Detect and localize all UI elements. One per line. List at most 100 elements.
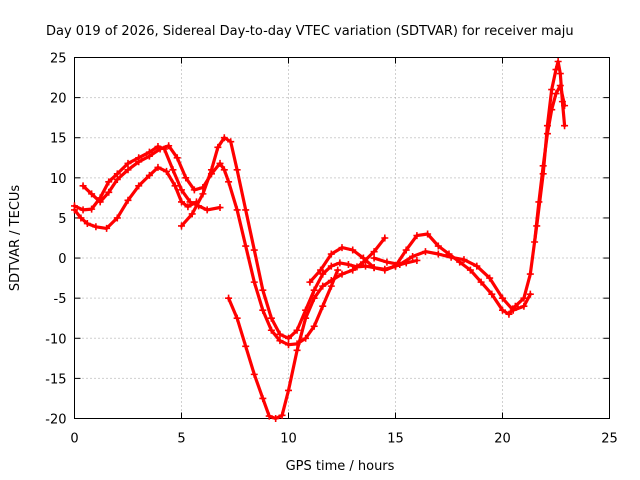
data-point <box>319 302 327 310</box>
series-track-6 <box>306 58 569 318</box>
data-point <box>267 314 275 322</box>
data-point <box>370 248 378 256</box>
data-point <box>434 242 442 250</box>
data-point <box>165 142 173 150</box>
y-tick-label: 5 <box>58 212 66 227</box>
data-point <box>319 270 327 278</box>
data-point <box>293 326 301 334</box>
data-point <box>124 166 132 174</box>
axis-ticks: 0 5 10 15 20 25 -20 -15 -10 -5 0 5 10 15 20 25 <box>45 52 618 447</box>
x-tick-label: 5 <box>177 432 185 447</box>
data-point <box>156 145 164 153</box>
y-tick-label: 15 <box>50 132 67 147</box>
data-point <box>242 342 250 350</box>
data-point <box>207 166 215 174</box>
series-group <box>71 58 569 422</box>
data-point <box>552 90 560 98</box>
data-point <box>509 306 517 314</box>
data-point <box>105 188 113 196</box>
data-point <box>276 337 284 345</box>
y-tick-label: -5 <box>54 292 67 307</box>
data-point <box>272 415 280 422</box>
data-point <box>477 278 485 286</box>
data-point <box>344 260 352 268</box>
data-point <box>203 206 211 214</box>
y-axis-label: SDTVAR / TECUs <box>8 185 23 292</box>
data-point <box>83 220 91 228</box>
x-axis-label: GPS time / hours <box>286 459 395 474</box>
data-point <box>188 210 196 218</box>
data-point <box>302 334 310 342</box>
data-point <box>184 203 192 211</box>
data-point <box>173 154 181 162</box>
data-point <box>349 266 357 274</box>
data-point <box>409 252 417 260</box>
data-point <box>267 326 275 334</box>
data-point <box>561 102 569 110</box>
y-tick-label: -15 <box>45 372 66 387</box>
data-point <box>413 256 421 264</box>
data-point <box>276 330 284 338</box>
data-point <box>434 250 442 258</box>
plot-frame <box>74 57 610 419</box>
data-point <box>554 58 562 66</box>
data-point <box>552 66 560 74</box>
data-point <box>370 254 378 262</box>
data-point <box>381 266 389 274</box>
data-point <box>88 205 96 213</box>
data-point <box>561 122 569 130</box>
data-point <box>225 178 233 186</box>
x-tick-label: 10 <box>280 432 297 447</box>
data-point <box>285 334 292 342</box>
chart-title: Day 019 of 2026, Sidereal Day-to-day VTE… <box>46 24 574 39</box>
data-point <box>548 86 556 94</box>
data-point <box>473 262 481 270</box>
data-point <box>327 277 335 285</box>
data-point <box>227 138 235 146</box>
data-point <box>154 163 162 171</box>
data-point <box>424 230 432 238</box>
data-point <box>233 206 241 214</box>
data-point <box>338 244 346 252</box>
data-point <box>79 182 87 190</box>
data-point <box>145 171 153 179</box>
data-point <box>310 322 318 330</box>
data-point <box>145 152 153 160</box>
series-line <box>372 250 532 312</box>
data-point <box>259 306 267 314</box>
data-point <box>488 290 496 298</box>
data-point <box>186 198 194 206</box>
data-point <box>214 143 222 151</box>
data-point <box>413 232 421 240</box>
data-point <box>113 214 121 222</box>
series-track-3 <box>79 142 342 349</box>
data-point <box>135 158 143 166</box>
data-point <box>96 198 104 206</box>
data-point <box>319 282 327 290</box>
data-point <box>402 246 410 254</box>
data-point <box>310 286 318 294</box>
y-tick-label: -10 <box>45 332 66 347</box>
data-point <box>505 310 513 318</box>
data-point <box>220 166 228 174</box>
data-point <box>421 248 429 256</box>
data-point <box>447 253 455 261</box>
data-point <box>520 302 528 310</box>
data-point <box>327 262 335 270</box>
data-point <box>526 290 534 298</box>
data-point <box>306 278 314 286</box>
y-tick-label: 10 <box>50 172 67 187</box>
data-point <box>381 234 389 242</box>
data-point <box>486 274 494 282</box>
data-point <box>105 178 113 186</box>
data-point <box>310 294 318 302</box>
data-point <box>520 294 528 302</box>
data-point <box>349 246 357 254</box>
data-point <box>466 266 474 274</box>
data-point <box>265 412 273 420</box>
gridlines <box>74 57 610 419</box>
data-point <box>77 214 85 222</box>
data-point <box>220 134 228 142</box>
data-point <box>460 256 468 264</box>
